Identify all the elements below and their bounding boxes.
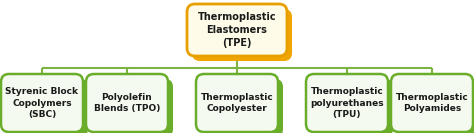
FancyBboxPatch shape: [6, 79, 88, 133]
FancyBboxPatch shape: [86, 74, 168, 132]
Text: Polyolefin
Blends (TPO): Polyolefin Blends (TPO): [94, 93, 160, 113]
Text: Styrenic Block
Copolymers
(SBC): Styrenic Block Copolymers (SBC): [6, 87, 79, 119]
FancyBboxPatch shape: [311, 79, 393, 133]
FancyBboxPatch shape: [306, 74, 388, 132]
FancyBboxPatch shape: [91, 79, 173, 133]
Text: Thermoplastic
polyurethanes
(TPU): Thermoplastic polyurethanes (TPU): [310, 87, 384, 119]
FancyBboxPatch shape: [196, 74, 278, 132]
Text: Thermoplastic
Elastomers
(TPE): Thermoplastic Elastomers (TPE): [198, 12, 276, 48]
Text: Thermoplastic
Polyamides: Thermoplastic Polyamides: [396, 93, 468, 113]
FancyBboxPatch shape: [391, 74, 473, 132]
FancyBboxPatch shape: [192, 9, 292, 61]
FancyBboxPatch shape: [201, 79, 283, 133]
FancyBboxPatch shape: [187, 4, 287, 56]
Text: Thermoplastic
Copolyester: Thermoplastic Copolyester: [201, 93, 273, 113]
FancyBboxPatch shape: [396, 79, 474, 133]
FancyBboxPatch shape: [1, 74, 83, 132]
